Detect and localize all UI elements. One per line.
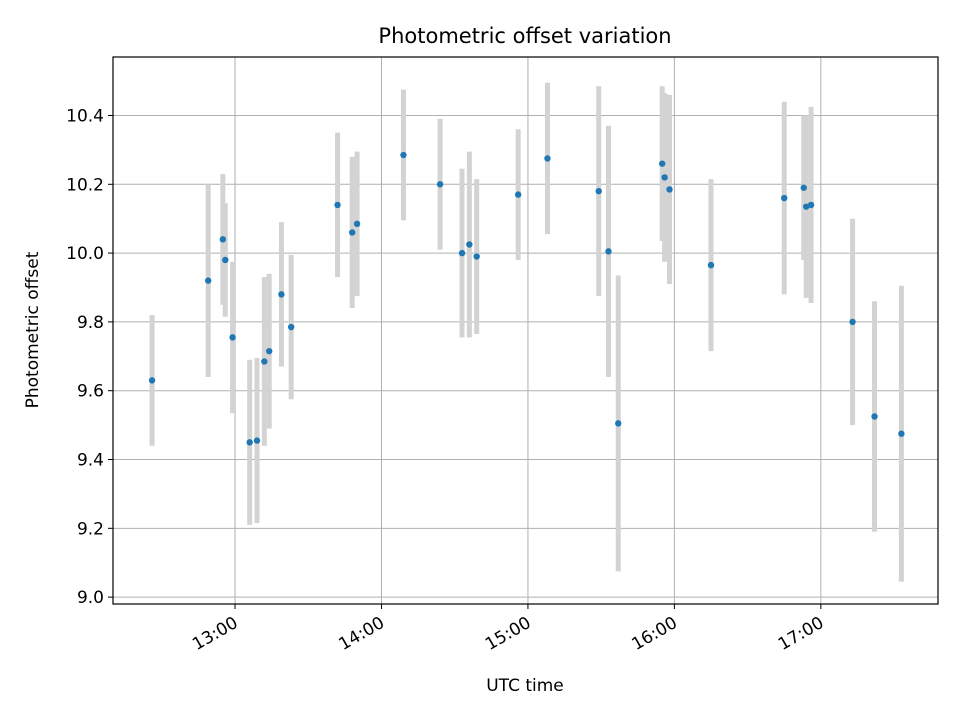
- y-tick-label: 9.4: [77, 451, 104, 471]
- data-point: [802, 203, 810, 210]
- x-axis-label: UTC time: [486, 676, 564, 696]
- data-point: [266, 347, 273, 355]
- data-point: [473, 253, 480, 260]
- y-tick-label: 9.6: [77, 382, 104, 402]
- data-point: [615, 420, 622, 427]
- data-point: [278, 291, 285, 298]
- y-tick-label: 10.0: [66, 244, 104, 264]
- plot-frame: [112, 56, 939, 605]
- data-point: [219, 236, 227, 243]
- data-point: [707, 261, 715, 269]
- data-point: [658, 160, 666, 167]
- y-tick-label: 10.4: [66, 106, 104, 126]
- data-point: [436, 181, 444, 188]
- data-point: [229, 334, 236, 341]
- data-point: [253, 437, 261, 444]
- y-tick-label: 9.0: [77, 588, 104, 608]
- data-point: [287, 323, 295, 331]
- y-tick-label: 9.8: [77, 313, 104, 333]
- data-point: [605, 248, 612, 255]
- data-point: [349, 229, 356, 236]
- y-tick-label: 9.2: [77, 519, 104, 539]
- data-point: [661, 174, 668, 181]
- data-point: [400, 151, 407, 159]
- data-point: [544, 155, 551, 162]
- data-point: [807, 201, 815, 209]
- chart-title: Photometric offset variation: [378, 24, 671, 48]
- data-point: [353, 220, 361, 228]
- data-point: [466, 241, 473, 248]
- data-point: [261, 358, 268, 365]
- data-point: [204, 277, 212, 284]
- y-tick-label: 10.2: [66, 175, 104, 195]
- data-point: [222, 256, 229, 264]
- data-point: [458, 249, 466, 257]
- grid: [113, 57, 938, 604]
- data-point: [781, 194, 788, 202]
- data-point: [666, 186, 673, 193]
- data-point: [334, 201, 341, 209]
- data-point: [871, 413, 878, 420]
- data-point: [246, 439, 253, 446]
- data-points: [148, 151, 905, 446]
- data-point: [898, 430, 905, 437]
- data-point: [148, 377, 156, 384]
- data-point: [514, 191, 522, 198]
- data-point: [849, 318, 856, 326]
- y-axis-label: Photometric offset: [23, 251, 43, 408]
- data-point: [800, 184, 807, 191]
- y-axis-ticks: 9.0 9.2 9.4 9.6 9.8 10.0 10.2 10.4: [66, 106, 113, 608]
- data-point: [595, 187, 602, 195]
